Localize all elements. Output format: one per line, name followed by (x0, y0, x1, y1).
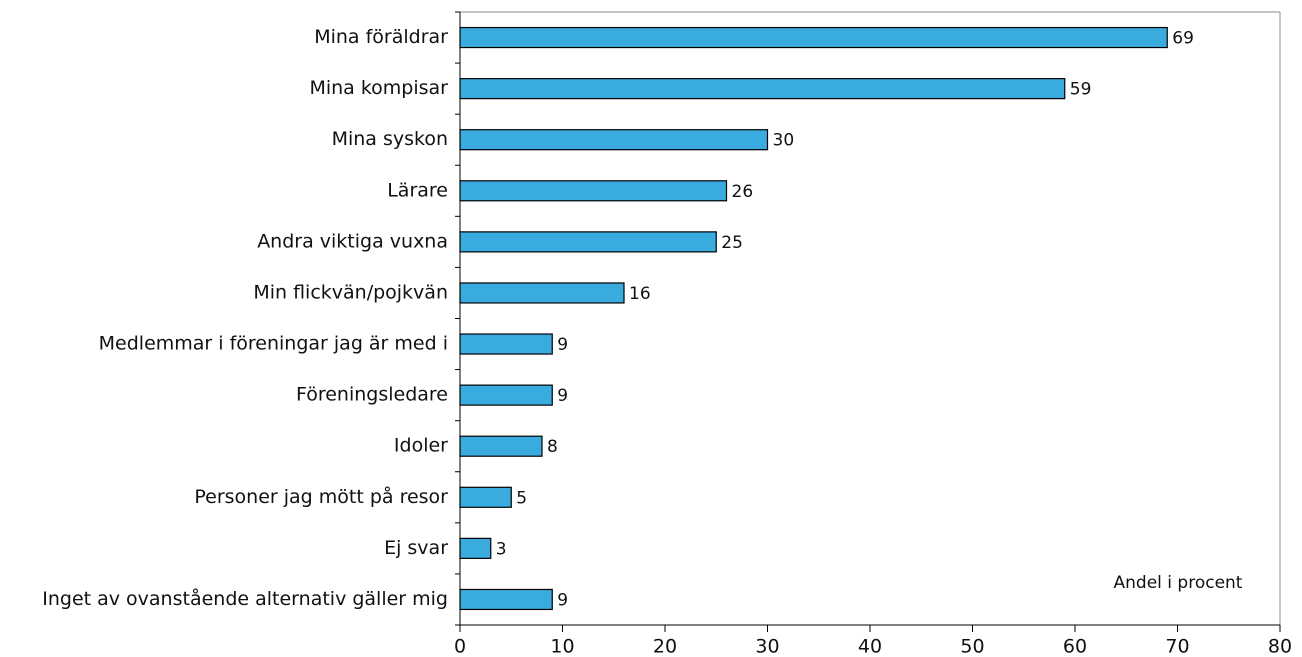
data-label: 26 (732, 182, 754, 202)
bar (459, 78, 1066, 100)
data-label: 5 (516, 488, 527, 508)
x-tick-label: 0 (454, 636, 466, 657)
y-tick-label: Mina syskon (332, 128, 448, 150)
y-tick-label: Min flickvän/pojkvän (253, 281, 448, 303)
bar (459, 537, 492, 559)
x-tick-label: 70 (1165, 636, 1189, 657)
bar (459, 333, 553, 355)
x-tick-label: 50 (960, 636, 984, 657)
x-tick-label: 40 (858, 636, 882, 657)
bar (459, 282, 625, 304)
bar (459, 231, 717, 253)
y-tick-label: Ej svar (384, 537, 448, 559)
data-label: 69 (1172, 29, 1194, 49)
data-label: 59 (1070, 80, 1092, 100)
y-tick-label: Mina föräldrar (314, 26, 448, 48)
data-label: 9 (557, 590, 568, 610)
bar (459, 588, 553, 611)
annotation: Andel i procent (1114, 573, 1243, 593)
data-label: 3 (496, 539, 507, 559)
data-label: 8 (547, 437, 558, 457)
y-tick-label: Lärare (387, 179, 448, 201)
x-tick-label: 60 (1063, 636, 1087, 657)
y-tick-label: Mina kompisar (309, 77, 448, 99)
bar (459, 435, 543, 457)
x-tick-label: 80 (1268, 636, 1292, 657)
bar (459, 26, 1168, 49)
y-tick-label: Inget av ovanstående alternativ gäller m… (42, 587, 448, 610)
data-label: 25 (721, 233, 743, 253)
data-label: 16 (629, 284, 651, 304)
bar (459, 486, 512, 508)
data-label: 9 (557, 335, 568, 355)
y-tick-label: Föreningsledare (296, 384, 448, 406)
data-label: 30 (773, 131, 795, 151)
x-tick-label: 20 (653, 636, 677, 657)
bar (459, 384, 553, 406)
y-tick-label: Idoler (394, 435, 448, 457)
bar (459, 129, 769, 151)
data-label: 9 (557, 386, 568, 406)
y-tick-label: Personer jag mött på resor (194, 485, 448, 508)
bar (459, 180, 728, 202)
x-tick-label: 30 (755, 636, 779, 657)
x-tick-label: 10 (550, 636, 574, 657)
y-tick-label: Andra viktiga vuxna (257, 230, 448, 252)
y-tick-label: Medlemmar i föreningar jag är med i (99, 333, 448, 355)
